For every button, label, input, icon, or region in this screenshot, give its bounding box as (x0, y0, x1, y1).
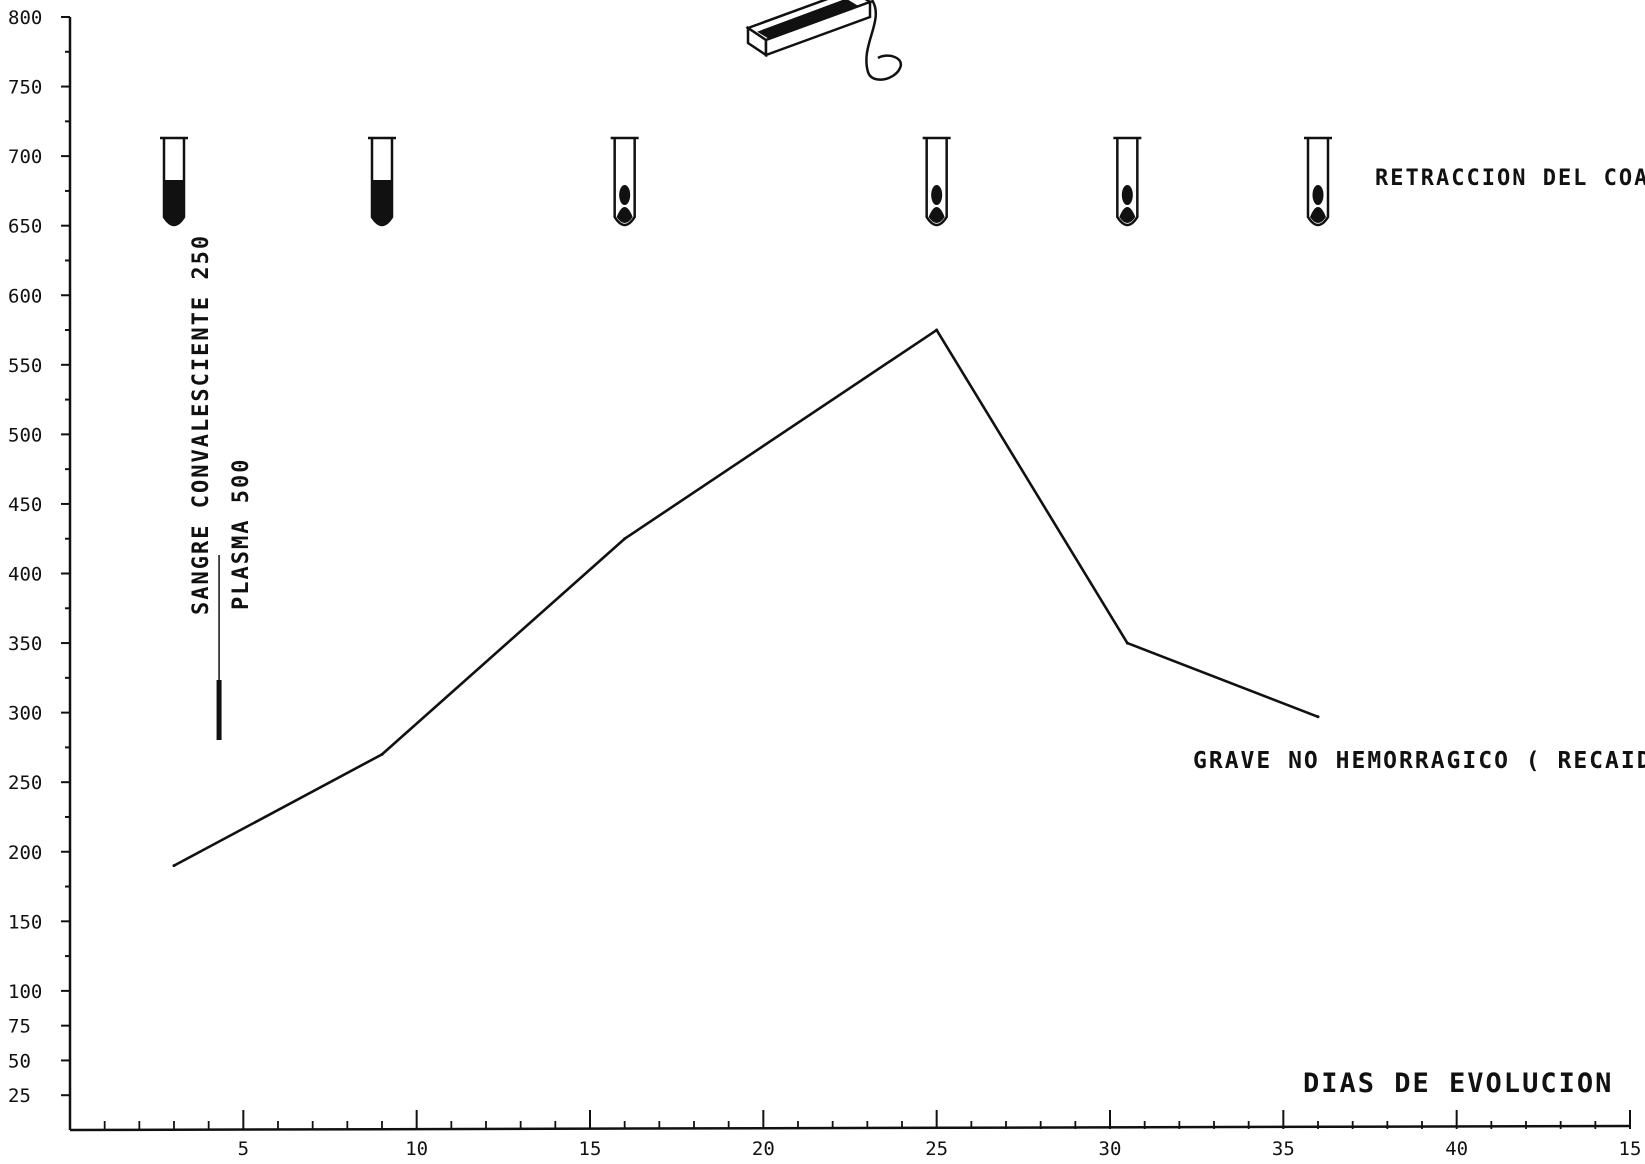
y-tick-label: 750 (8, 77, 42, 99)
treatment-bar (216, 680, 222, 740)
tube-outline (160, 136, 188, 227)
tube-outline (610, 136, 639, 227)
series-line (173, 328, 1319, 867)
x-tick-label: 35 (1272, 1138, 1295, 1160)
clot-mass (1312, 185, 1324, 205)
x-tick-label: 10 (405, 1138, 428, 1160)
tube-outline (922, 136, 951, 227)
clot-mass (619, 185, 631, 205)
clot-tube (1113, 136, 1142, 227)
clot-retraction-label: RETRACCION DEL COAGULO (1375, 166, 1645, 191)
clot-tube (160, 136, 188, 227)
x-tick-label: 30 (1099, 1138, 1122, 1160)
x-tick-label: 25 (925, 1138, 948, 1160)
tube-outline (1304, 136, 1332, 227)
tube-outline (368, 136, 396, 227)
data-point (380, 752, 384, 756)
y-tick-label: 50 (8, 1050, 31, 1072)
y-tick-label: 450 (8, 494, 42, 516)
y-tick-label: 400 (8, 564, 42, 586)
y-tick-label: 700 (8, 146, 42, 168)
y-tick-label: 150 (8, 911, 42, 933)
y-tick-label: 500 (8, 424, 42, 446)
clot-mass (931, 185, 943, 205)
y-tick-label: 550 (8, 355, 42, 377)
clot-blood (165, 180, 183, 224)
x-tick-label: 20 (752, 1138, 775, 1160)
clot-blood (373, 180, 391, 224)
x-axis-line (69, 1124, 1631, 1132)
y-tick-label: 650 (8, 216, 42, 238)
y-tick-label: 75 (8, 1016, 31, 1038)
x-tick-label: 5 (238, 1138, 249, 1160)
clot-tubes (160, 136, 1332, 227)
y-tick-label: 100 (8, 981, 42, 1003)
y-tick-label: 800 (8, 7, 42, 29)
data-point (935, 328, 939, 332)
clot-mass (1121, 185, 1133, 205)
treatment-label-plasma: PLASMA 500 (229, 458, 254, 610)
clot-residue (616, 207, 633, 223)
series-label: GRAVE NO HEMORRAGICO ( RECAIDA) (1193, 748, 1645, 774)
data-point (1316, 715, 1320, 719)
data-point (1125, 641, 1129, 645)
x-tick-label: 40 (1445, 1138, 1468, 1160)
clot-tube (922, 136, 951, 227)
y-ticks: 25 50 75 100 150 200 250 300 350 400 450 500 550 600 6… (8, 7, 70, 1107)
series-layer (172, 328, 1320, 868)
tube-outline (1113, 136, 1142, 227)
x-tick-label: 15 (1619, 1138, 1642, 1160)
y-tick-label: 600 (8, 285, 42, 307)
x-tick-label: 15 (579, 1138, 602, 1160)
apparatus-drawing (745, 0, 903, 81)
clot-residue (928, 207, 945, 223)
treatment-label-blood: SANGRE CONVALESCIENTE 250 (189, 234, 214, 615)
clot-tube (1304, 136, 1332, 227)
data-point (623, 537, 627, 541)
clot-tube (368, 136, 396, 227)
x-ticks: 5 10 15 20 25 30 35 40 15 (103, 1110, 1642, 1160)
y-tick-label: 250 (8, 772, 42, 794)
x-axis-title: DIAS DE EVOLUCION (1303, 1068, 1613, 1099)
data-point (172, 864, 176, 868)
y-tick-label: 300 (8, 703, 42, 725)
y-tick-label: 200 (8, 842, 42, 864)
y-tick-label: 350 (8, 633, 42, 655)
treatment-marker (216, 555, 222, 740)
clot-tube (610, 136, 639, 227)
y-tick-label: 25 (8, 1085, 31, 1107)
clot-residue (1119, 207, 1136, 223)
clot-residue (1310, 207, 1326, 223)
